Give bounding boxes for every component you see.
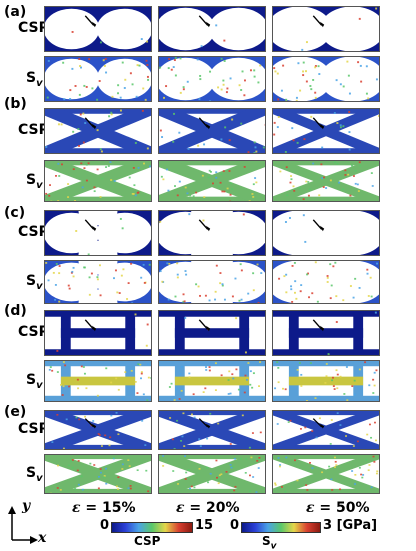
strain-label-50: ε = 50% (306, 500, 370, 516)
strain-label-15: ε = 15% (72, 500, 136, 516)
map-d-sv-col3 (272, 360, 380, 402)
map-e-sv-col3-svg (273, 455, 379, 493)
map-e-csp-col3-svg (273, 411, 379, 449)
map-c-sv-col2-svg (159, 261, 265, 303)
map-b-csp-col1 (44, 108, 152, 154)
map-e-csp-col2 (158, 410, 266, 450)
map-e-csp-col1-svg (45, 411, 151, 449)
map-d-csp-col1-svg (45, 311, 151, 355)
map-c-csp-col1-svg (45, 211, 151, 255)
map-a-sv-col1-svg (45, 57, 151, 101)
colorbar-sv-max: 3 [GPa] (323, 518, 377, 533)
map-d-csp-col3-svg (273, 311, 379, 355)
colorbar-sv-min: 0 (230, 518, 239, 533)
strain-label-20: ε = 20% (176, 500, 240, 516)
map-d-csp-col3 (272, 310, 380, 356)
map-a-sv-col3-svg (273, 57, 379, 101)
row-label-a-sv: Sv (26, 70, 43, 89)
map-a-csp-col1-svg (45, 7, 151, 51)
map-c-csp-col1 (44, 210, 152, 256)
map-c-sv-col3-svg (273, 261, 379, 303)
panel-label-c: (c) (4, 205, 25, 221)
map-b-csp-col3 (272, 108, 380, 154)
panel-label-b: (b) (4, 96, 27, 112)
map-a-sv-col2 (158, 56, 266, 102)
map-c-sv-col1 (44, 260, 152, 304)
map-e-csp-col1 (44, 410, 152, 450)
map-d-csp-col1 (44, 310, 152, 356)
map-d-sv-col2 (158, 360, 266, 402)
colorbar-sv-label: Sv (262, 534, 277, 551)
row-label-d-sv: Sv (26, 372, 43, 391)
colorbar-sv (241, 522, 321, 533)
map-c-csp-col2 (158, 210, 266, 256)
map-b-sv-col1-svg (45, 161, 151, 201)
map-c-sv-col1-svg (45, 261, 151, 303)
map-a-csp-col1 (44, 6, 152, 52)
map-b-sv-col3-svg (273, 161, 379, 201)
map-b-sv-col2 (158, 160, 266, 202)
map-b-csp-col2 (158, 108, 266, 154)
map-b-sv-col2-svg (159, 161, 265, 201)
map-b-csp-col2-svg (159, 109, 265, 153)
axis-x-label: x (38, 530, 46, 546)
map-d-csp-col2-svg (159, 311, 265, 355)
map-a-csp-col2 (158, 6, 266, 52)
map-c-sv-col2 (158, 260, 266, 304)
map-c-sv-col3 (272, 260, 380, 304)
map-e-csp-col3 (272, 410, 380, 450)
map-a-csp-col2-svg (159, 7, 265, 51)
colorbar-csp-min: 0 (100, 518, 109, 533)
map-e-sv-col2 (158, 454, 266, 494)
map-e-sv-col1-svg (45, 455, 151, 493)
map-b-sv-col1 (44, 160, 152, 202)
row-label-e-sv: Sv (26, 465, 43, 484)
map-a-sv-col2-svg (159, 57, 265, 101)
panel-label-a: (a) (4, 4, 26, 20)
map-d-sv-col2-svg (159, 361, 265, 401)
row-label-b-sv: Sv (26, 172, 43, 191)
map-e-csp-col2-svg (159, 411, 265, 449)
map-d-sv-col3-svg (273, 361, 379, 401)
map-c-csp-col2-svg (159, 211, 265, 255)
map-d-sv-col1-svg (45, 361, 151, 401)
map-b-sv-col3 (272, 160, 380, 202)
map-e-sv-col1 (44, 454, 152, 494)
map-d-sv-col1 (44, 360, 152, 402)
axes-indicator: y x (4, 500, 44, 544)
map-e-sv-col3 (272, 454, 380, 494)
map-a-csp-col3-svg (273, 7, 379, 51)
map-a-csp-col3 (272, 6, 380, 52)
panel-label-e: (e) (4, 404, 26, 420)
row-label-c-sv: Sv (26, 273, 43, 292)
colorbar-csp (111, 522, 193, 533)
map-a-sv-col1 (44, 56, 152, 102)
map-b-csp-col3-svg (273, 109, 379, 153)
axis-y-label: y (22, 498, 30, 514)
panel-label-d: (d) (4, 303, 27, 319)
map-a-sv-col3 (272, 56, 380, 102)
map-c-csp-col3 (272, 210, 380, 256)
map-e-sv-col2-svg (159, 455, 265, 493)
colorbar-csp-label: CSP (134, 534, 160, 548)
map-c-csp-col3-svg (273, 211, 379, 255)
map-b-csp-col1-svg (45, 109, 151, 153)
map-d-csp-col2 (158, 310, 266, 356)
colorbar-csp-max: 15 (195, 518, 213, 533)
